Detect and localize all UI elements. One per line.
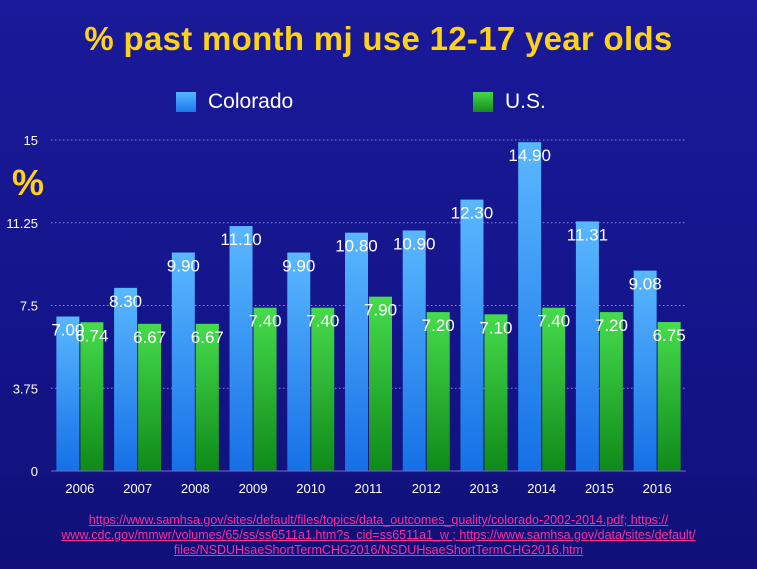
bar-us (599, 312, 623, 471)
x-tick-label: 2015 (585, 481, 614, 496)
bar-us (484, 314, 508, 471)
value-label-colorado: 9.08 (629, 275, 662, 294)
value-label-colorado: 8.30 (109, 292, 142, 311)
value-label-colorado: 10.90 (393, 234, 436, 253)
value-label-us: 6.67 (133, 328, 166, 347)
value-label-colorado: 11.31 (567, 225, 608, 244)
x-tick-label: 2016 (643, 481, 672, 496)
legend: Colorado U.S. (0, 90, 757, 116)
bar-colorado (56, 316, 80, 471)
bar-us (80, 322, 104, 471)
source-link-line-2[interactable]: www.cdc.gov/mmwr/volumes/65/ss/ss6511a1.… (61, 528, 696, 542)
source-citation: https://www.samhsa.gov/sites/default/fil… (0, 513, 757, 558)
x-tick-label: 2012 (412, 481, 441, 496)
bar-us (657, 322, 681, 471)
value-label-colorado: 9.90 (282, 257, 315, 276)
bar-colorado (345, 232, 368, 471)
y-tick-label: 0 (31, 464, 38, 479)
y-tick-label: 7.5 (20, 299, 38, 314)
bar-us (195, 323, 219, 471)
value-label-colorado: 9.90 (167, 257, 200, 276)
y-unit-mark: % (12, 162, 45, 203)
value-label-us: 6.75 (653, 326, 686, 345)
x-tick-label: 2008 (181, 481, 210, 496)
bar-colorado (575, 221, 599, 471)
legend-swatch-colorado (176, 92, 196, 112)
axes: 0 3.75 7.5 11.25 15 2006 2007 2008 2009 2010 2011 2… (6, 133, 686, 496)
x-tick-label: 2009 (239, 481, 268, 496)
y-tick-label: 15 (24, 133, 38, 148)
bar-us (369, 296, 392, 471)
legend-item-colorado: Colorado (176, 90, 293, 114)
y-tick-label: 11.25 (6, 216, 38, 231)
bar-us (138, 323, 162, 471)
legend-item-us: U.S. (473, 90, 546, 114)
bar-us (311, 307, 335, 471)
value-label-us: 7.40 (306, 312, 339, 331)
value-label-colorado: 10.80 (335, 237, 378, 256)
x-tick-label: 2013 (469, 481, 498, 496)
bars (56, 142, 681, 471)
value-label-us: 7.10 (479, 318, 512, 337)
value-label-colorado: 14.90 (508, 146, 551, 165)
bar-colorado (287, 252, 311, 471)
bar-colorado (518, 142, 542, 471)
source-link-line-1[interactable]: https://www.samhsa.gov/sites/default/fil… (88, 513, 669, 527)
value-label-colorado: 11.10 (220, 230, 261, 249)
bar-colorado (633, 270, 657, 471)
bar-colorado (460, 199, 484, 471)
value-label-us: 6.74 (75, 326, 108, 345)
value-label-us: 7.20 (422, 316, 455, 335)
x-tick-label: 2010 (296, 481, 325, 496)
legend-swatch-us (473, 92, 493, 112)
bar-us (542, 307, 566, 471)
legend-label-colorado: Colorado (208, 90, 294, 113)
value-label-colorado: 7.00 (51, 321, 84, 340)
value-labels: 7.006.748.30 6.67 9.90 6.67 11.10 7.40 9.90 7.4… (51, 146, 685, 347)
x-tick-label: 2011 (355, 481, 383, 496)
value-label-us: 7.90 (364, 301, 397, 320)
bar-colorado (229, 226, 253, 471)
value-label-us: 7.40 (537, 312, 570, 331)
value-label-us: 6.67 (191, 328, 224, 347)
value-label-us: 7.20 (595, 316, 628, 335)
bar-colorado (114, 287, 138, 471)
x-tick-label: 2014 (527, 481, 556, 496)
x-tick-label: 2006 (65, 481, 94, 496)
source-link-line-3[interactable]: files/NSDUHsaeShortTermCHG2016/NSDUHsaeS… (173, 543, 584, 557)
bar-colorado (402, 230, 426, 471)
x-tick-label: 2007 (123, 481, 152, 496)
bar-us (253, 307, 277, 471)
y-tick-label: 3.75 (13, 381, 38, 396)
value-label-colorado: 12.30 (451, 204, 494, 223)
bar-colorado (171, 252, 195, 471)
value-label-us: 7.40 (248, 312, 281, 331)
bar-us (426, 312, 450, 471)
chart-title: % past month mj use 12-17 year olds (84, 20, 673, 57)
legend-label-us: U.S. (505, 90, 546, 113)
